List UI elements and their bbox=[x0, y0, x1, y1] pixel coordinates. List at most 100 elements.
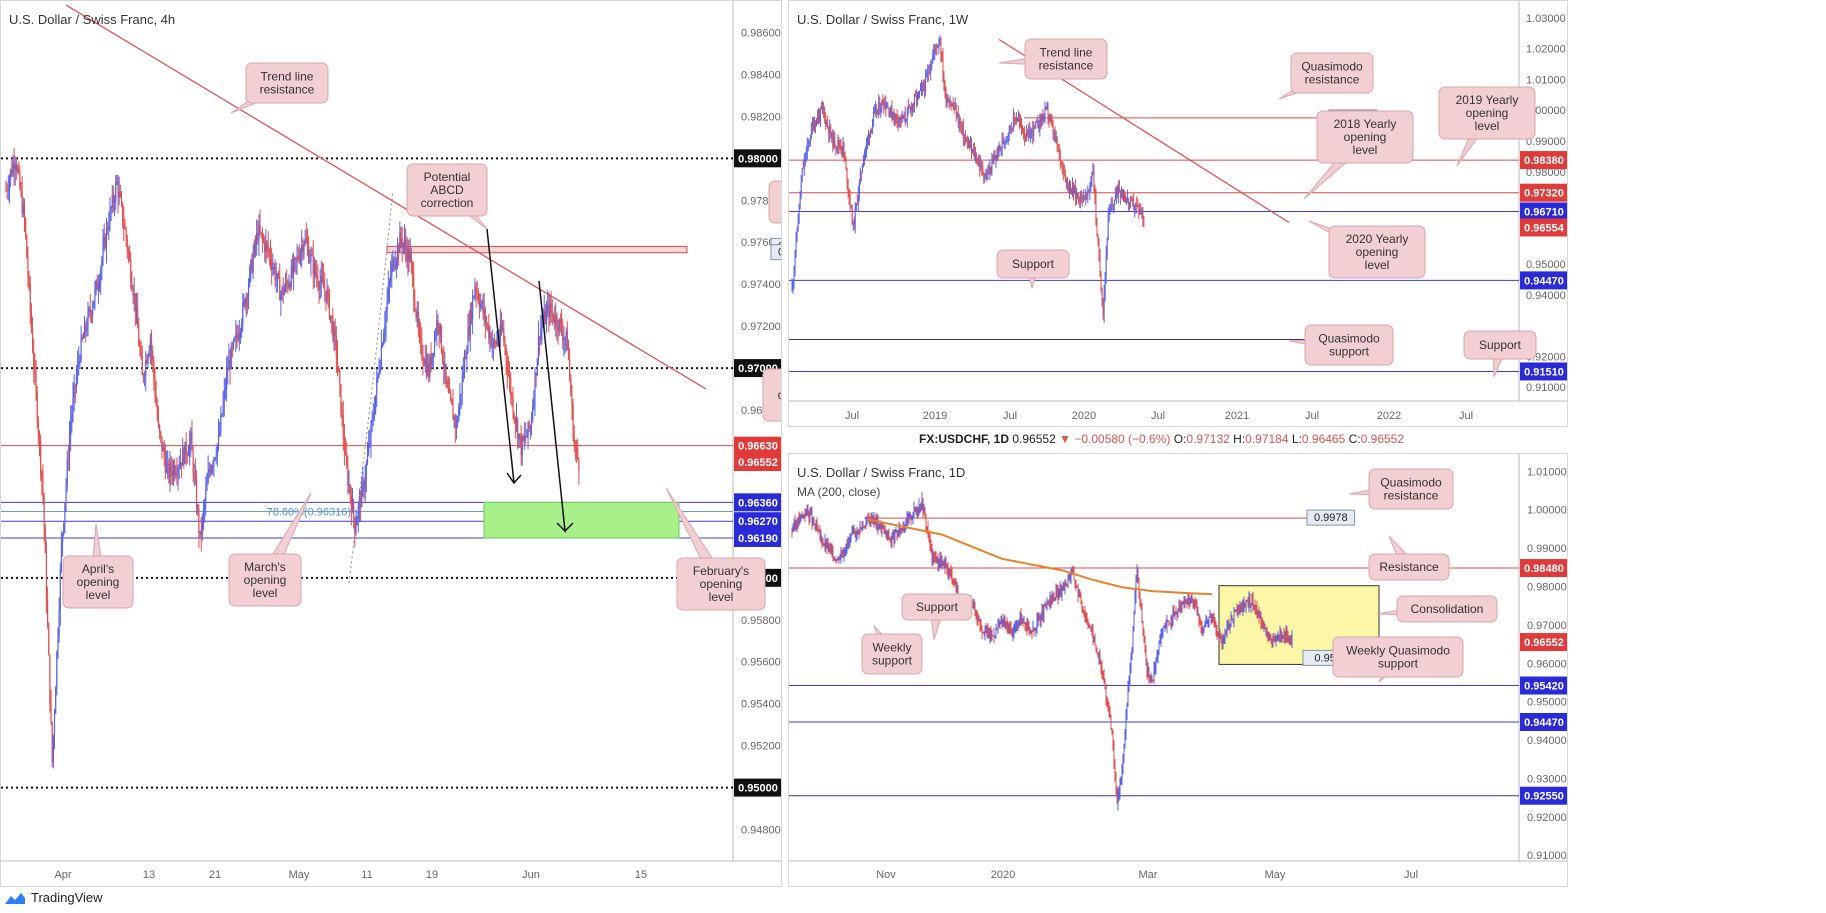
candle-body bbox=[564, 338, 566, 340]
candle-body bbox=[1010, 128, 1012, 130]
candle-body bbox=[1193, 601, 1195, 603]
candle-body bbox=[529, 427, 531, 429]
candle-body bbox=[1014, 627, 1016, 630]
h4-price-tag: 0.96270 bbox=[738, 516, 778, 528]
candle-body bbox=[1032, 129, 1034, 136]
candle-body bbox=[82, 337, 84, 339]
candle-body bbox=[1102, 302, 1104, 315]
candle-body bbox=[49, 655, 51, 704]
candle-body bbox=[414, 300, 416, 311]
tradingview-brand[interactable]: TradingView bbox=[4, 890, 103, 905]
candle-body bbox=[980, 626, 982, 629]
candle-body bbox=[11, 169, 13, 175]
candle-body bbox=[901, 115, 903, 121]
h4-chart-panel[interactable]: 0.98600 0.98400 0.98200 0.97800 0.97600 0.974… bbox=[0, 0, 782, 887]
candle-body bbox=[1137, 569, 1139, 579]
candle-body bbox=[1226, 627, 1228, 635]
candle-body bbox=[476, 292, 478, 294]
candle-body bbox=[947, 567, 949, 574]
candle-body bbox=[189, 442, 191, 454]
candle-body bbox=[1026, 624, 1028, 629]
candle-body bbox=[534, 372, 536, 401]
candle-body bbox=[215, 456, 217, 459]
candle-body bbox=[1179, 605, 1181, 608]
d1-chart-svg[interactable]: 1.010001.000000.990000.980000.970000.960… bbox=[789, 454, 1568, 887]
candle-body bbox=[353, 501, 355, 519]
ma-indicator-label[interactable]: MA (200, close) bbox=[797, 485, 881, 499]
h4-price-tag: 0.95000 bbox=[738, 783, 778, 795]
candle-body bbox=[824, 111, 826, 116]
candle-body bbox=[902, 115, 904, 119]
candle-body bbox=[439, 325, 441, 334]
axis-tick-label: 0.92000 bbox=[1527, 812, 1567, 824]
candle-body bbox=[903, 527, 905, 531]
candle-body bbox=[286, 280, 288, 284]
candle-body bbox=[43, 494, 45, 529]
candle-body bbox=[1244, 603, 1246, 607]
h4-chart-svg[interactable]: 0.986000.984000.982000.978000.976000.974… bbox=[1, 1, 782, 887]
candle-body bbox=[847, 541, 849, 543]
candle-body bbox=[1110, 717, 1112, 730]
candle-body bbox=[92, 307, 94, 316]
candle-body bbox=[165, 463, 168, 473]
candle-body bbox=[185, 441, 187, 456]
w1-chart-svg[interactable]: 1.030001.020001.010001.000000.990000.980… bbox=[789, 1, 1568, 427]
axis-tick-label: 19 bbox=[426, 869, 438, 881]
candle-body bbox=[304, 238, 306, 244]
candle-body bbox=[459, 395, 461, 409]
candle-body bbox=[906, 109, 908, 120]
candle-body bbox=[792, 528, 794, 531]
w1-chart-panel[interactable]: 1.03000 1.02000 1.01000 1.00000 0.99000 0.980… bbox=[788, 0, 1568, 427]
candle-body bbox=[1197, 613, 1199, 615]
candle-body bbox=[1126, 199, 1128, 203]
candle-body bbox=[849, 196, 851, 207]
axis-tick-label: Jul bbox=[1003, 410, 1017, 422]
symbol-name[interactable]: FX:USDCHF, 1D bbox=[919, 432, 1010, 446]
axis-tick-label: Jul bbox=[1459, 410, 1473, 422]
fib-786-label: 78.60%(0.96316) bbox=[267, 507, 351, 519]
candle-body bbox=[8, 178, 11, 190]
axis-tick-label: 0.98600 bbox=[741, 27, 781, 39]
candle-body bbox=[1132, 630, 1134, 648]
candle-body bbox=[467, 327, 469, 353]
candle-body bbox=[899, 116, 901, 120]
candle-body bbox=[1026, 132, 1028, 139]
candle-body bbox=[1217, 632, 1219, 636]
candle-body bbox=[1068, 183, 1070, 191]
candle-body bbox=[1187, 598, 1189, 605]
open-value: 0.97132 bbox=[1186, 432, 1230, 446]
candle-body bbox=[863, 153, 865, 161]
candle-body bbox=[1074, 187, 1075, 194]
candle-body bbox=[971, 144, 972, 151]
candle-body bbox=[1022, 619, 1024, 623]
candle-body bbox=[1043, 114, 1045, 120]
candle-body bbox=[854, 533, 856, 537]
candle-body bbox=[814, 523, 816, 527]
axis-tick-label: 0.95600 bbox=[741, 657, 781, 669]
candle-body bbox=[272, 267, 274, 270]
candle-body bbox=[821, 536, 823, 544]
candle-body bbox=[947, 99, 949, 103]
candle-body bbox=[1051, 595, 1053, 601]
candle-body bbox=[1220, 638, 1222, 641]
callout-quasimodo-resistance-d1-cover bbox=[1370, 470, 1452, 508]
candle-body bbox=[222, 402, 224, 415]
candle-body bbox=[1048, 602, 1050, 606]
candle-body bbox=[105, 227, 108, 248]
candle-body bbox=[868, 520, 870, 525]
candle-body bbox=[212, 465, 214, 468]
axis-tick-label: Nov bbox=[876, 869, 896, 881]
candle-body bbox=[528, 422, 530, 429]
candle-body bbox=[1272, 639, 1274, 643]
candle-body bbox=[837, 140, 839, 148]
candle-body bbox=[1022, 127, 1023, 133]
d1-chart-panel[interactable]: 1.01000 1.00000 0.99000 0.98000 0.97000 0.960… bbox=[788, 453, 1568, 887]
candle-body bbox=[14, 163, 16, 170]
candle-body bbox=[1038, 127, 1040, 129]
candle-body bbox=[578, 458, 580, 471]
candle-body bbox=[126, 238, 128, 251]
candle-body bbox=[170, 462, 172, 472]
candle-body bbox=[565, 331, 567, 339]
candle-body bbox=[1127, 198, 1129, 200]
candle-body bbox=[142, 374, 145, 378]
